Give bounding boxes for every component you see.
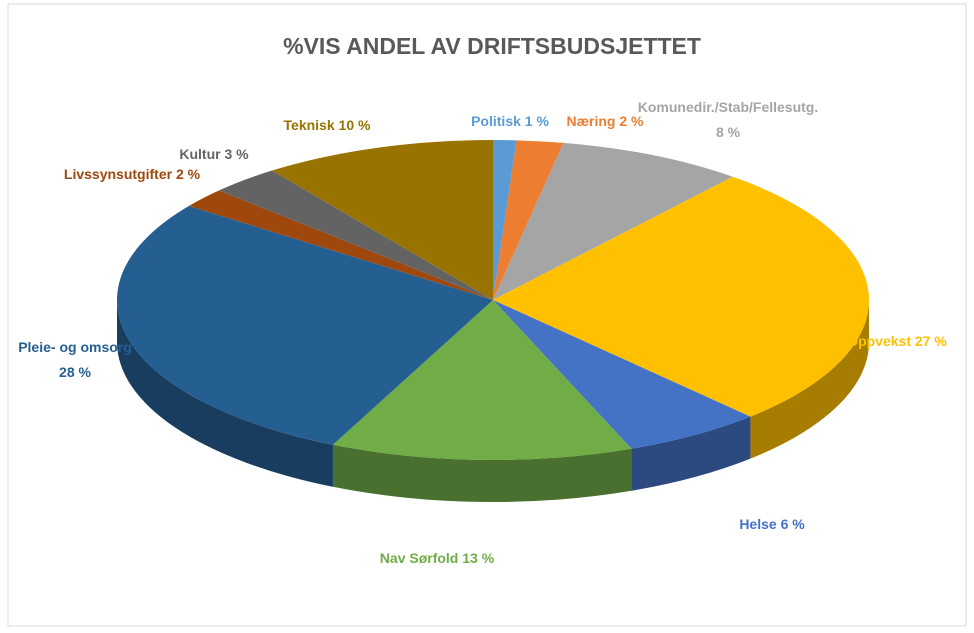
pie-slice [271, 140, 493, 300]
data-label: Næring 2 % [566, 113, 644, 129]
pie-slice [493, 140, 517, 300]
label-value: 8 % [716, 124, 741, 140]
data-label: Oppvekst 27 % [847, 333, 947, 349]
pie-side-shade [332, 444, 632, 502]
label-category: Livssynsutgifter [64, 166, 173, 182]
label-category: Næring [566, 113, 615, 129]
label-value: 13 % [462, 550, 494, 566]
pie-side [116, 300, 333, 487]
label-category: Helse [739, 516, 777, 532]
label-category: Pleie- og omsorg [18, 339, 132, 355]
label-category: Politisk [471, 113, 521, 129]
pie-sides [116, 300, 869, 502]
label-category: Nav Sørfold [380, 550, 459, 566]
data-label: Politisk 1 % [471, 113, 549, 129]
pie-slice [493, 300, 751, 449]
pie-tops [116, 140, 870, 461]
pie-slice [493, 140, 564, 300]
label-value: 2 % [619, 113, 644, 129]
label-value: 2 % [176, 166, 201, 182]
data-label: Livssynsutgifter 2 % [64, 166, 201, 182]
label-value: 6 % [781, 516, 806, 532]
label-value: 3 % [224, 146, 249, 162]
pie-slice [188, 190, 493, 300]
pie-side-shade [750, 300, 869, 459]
pie-slice [332, 300, 632, 461]
label-value: 27 % [915, 333, 947, 349]
data-label: Pleie- og omsorg 28 % [18, 339, 132, 380]
pie-slice [218, 170, 494, 300]
pie-side-shade [631, 416, 751, 491]
label-category: Oppvekst [847, 333, 911, 349]
pie-slice [116, 205, 493, 445]
data-labels: Politisk 1 % Næring 2 %Komunedir./Stab/Fe… [18, 99, 947, 566]
data-label: Helse 6 % [739, 516, 805, 532]
data-label: Nav Sørfold 13 % [380, 550, 495, 566]
data-label: Kultur 3 % [179, 146, 249, 162]
pie-side [631, 416, 751, 491]
label-value: 10 % [339, 117, 371, 133]
label-category: Kultur [179, 146, 221, 162]
pie-slice [493, 142, 733, 300]
data-label: Teknisk 10 % [284, 117, 371, 133]
pie-side [332, 444, 632, 502]
data-label: Komunedir./Stab/Fellesutg. 8 % [638, 99, 818, 140]
pie-slice [493, 176, 870, 417]
label-value: 1 % [525, 113, 550, 129]
label-value: 28 % [59, 364, 91, 380]
chart-title: %VIS ANDEL AV DRIFTSBUDSJETTET [283, 33, 701, 59]
label-category: Teknisk [284, 117, 335, 133]
pie-side-shade [116, 300, 333, 487]
pie-side [750, 300, 869, 459]
label-category: Komunedir./Stab/Fellesutg. [638, 99, 818, 115]
